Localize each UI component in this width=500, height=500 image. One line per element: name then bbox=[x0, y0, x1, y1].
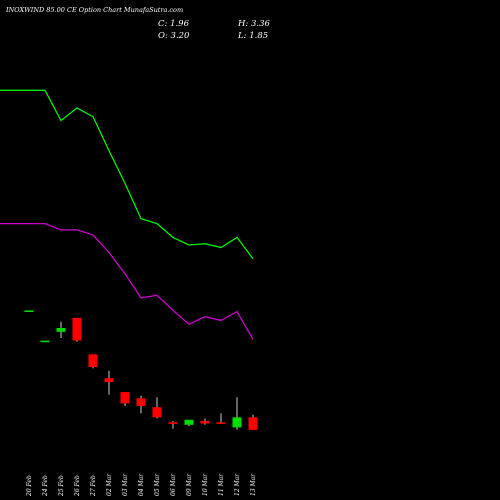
x-axis-labels: 20 Feb 24 Feb 25 Feb 26 Feb 27 Feb 02 Mar 03 M… bbox=[26, 473, 257, 497]
candle-body bbox=[40, 340, 50, 343]
candle-body bbox=[120, 392, 130, 404]
x-tick-label: 24 Feb bbox=[42, 475, 49, 497]
candle-body bbox=[216, 422, 226, 424]
candle-body bbox=[184, 419, 194, 425]
candle bbox=[152, 397, 162, 419]
candle bbox=[88, 354, 98, 369]
candle-body bbox=[152, 407, 162, 418]
x-tick-label: 09 Mar bbox=[186, 473, 193, 496]
candle-body bbox=[56, 328, 66, 332]
candle bbox=[24, 310, 34, 312]
x-tick-label: 13 Mar bbox=[250, 473, 257, 496]
candle bbox=[120, 392, 130, 406]
candle bbox=[136, 395, 146, 414]
candle-body bbox=[24, 310, 34, 312]
x-tick-label: 10 Mar bbox=[202, 473, 209, 496]
candle bbox=[200, 418, 210, 425]
candle-body bbox=[168, 422, 178, 424]
x-tick-label: 12 Mar bbox=[234, 473, 241, 496]
candle bbox=[168, 421, 178, 429]
lower-line bbox=[0, 222, 254, 340]
candle bbox=[72, 317, 82, 342]
x-tick-label: 27 Feb bbox=[90, 475, 97, 497]
x-tick-label: 26 Feb bbox=[74, 475, 81, 497]
candle bbox=[248, 414, 258, 430]
ohlc-close: C: 1.96 bbox=[158, 19, 190, 29]
ohlc-open: O: 3.20 bbox=[158, 31, 190, 41]
candle-body bbox=[248, 417, 258, 430]
candle bbox=[232, 397, 242, 430]
candle-body bbox=[136, 398, 146, 406]
candle bbox=[216, 413, 226, 424]
x-tick-label: 06 Mar bbox=[170, 473, 177, 496]
upper-line bbox=[0, 89, 254, 260]
chart-title: INOXWIND 85.00 CE Option Chart MunafaSut… bbox=[5, 6, 183, 14]
candle-body bbox=[88, 354, 98, 367]
x-tick-label: 03 Mar bbox=[122, 473, 129, 496]
x-tick-label: 25 Feb bbox=[58, 475, 65, 497]
ohlc-low: L: 1.85 bbox=[237, 31, 268, 41]
candle-body bbox=[104, 378, 114, 383]
candle-body bbox=[200, 421, 210, 424]
candle bbox=[184, 419, 194, 427]
candle bbox=[56, 321, 66, 338]
candle-body bbox=[72, 317, 82, 341]
x-tick-label: 04 Mar bbox=[138, 473, 145, 496]
x-tick-label: 11 Mar bbox=[218, 473, 225, 496]
candlesticks bbox=[24, 310, 258, 430]
x-tick-label: 02 Mar bbox=[106, 473, 113, 496]
x-tick-label: 20 Feb bbox=[26, 475, 33, 497]
indicator-lines bbox=[0, 89, 254, 340]
candle bbox=[40, 340, 50, 343]
candle bbox=[104, 370, 114, 395]
x-tick-label: 05 Mar bbox=[154, 473, 161, 496]
ohlc-high: H: 3.36 bbox=[237, 19, 270, 29]
candle-body bbox=[232, 417, 242, 428]
